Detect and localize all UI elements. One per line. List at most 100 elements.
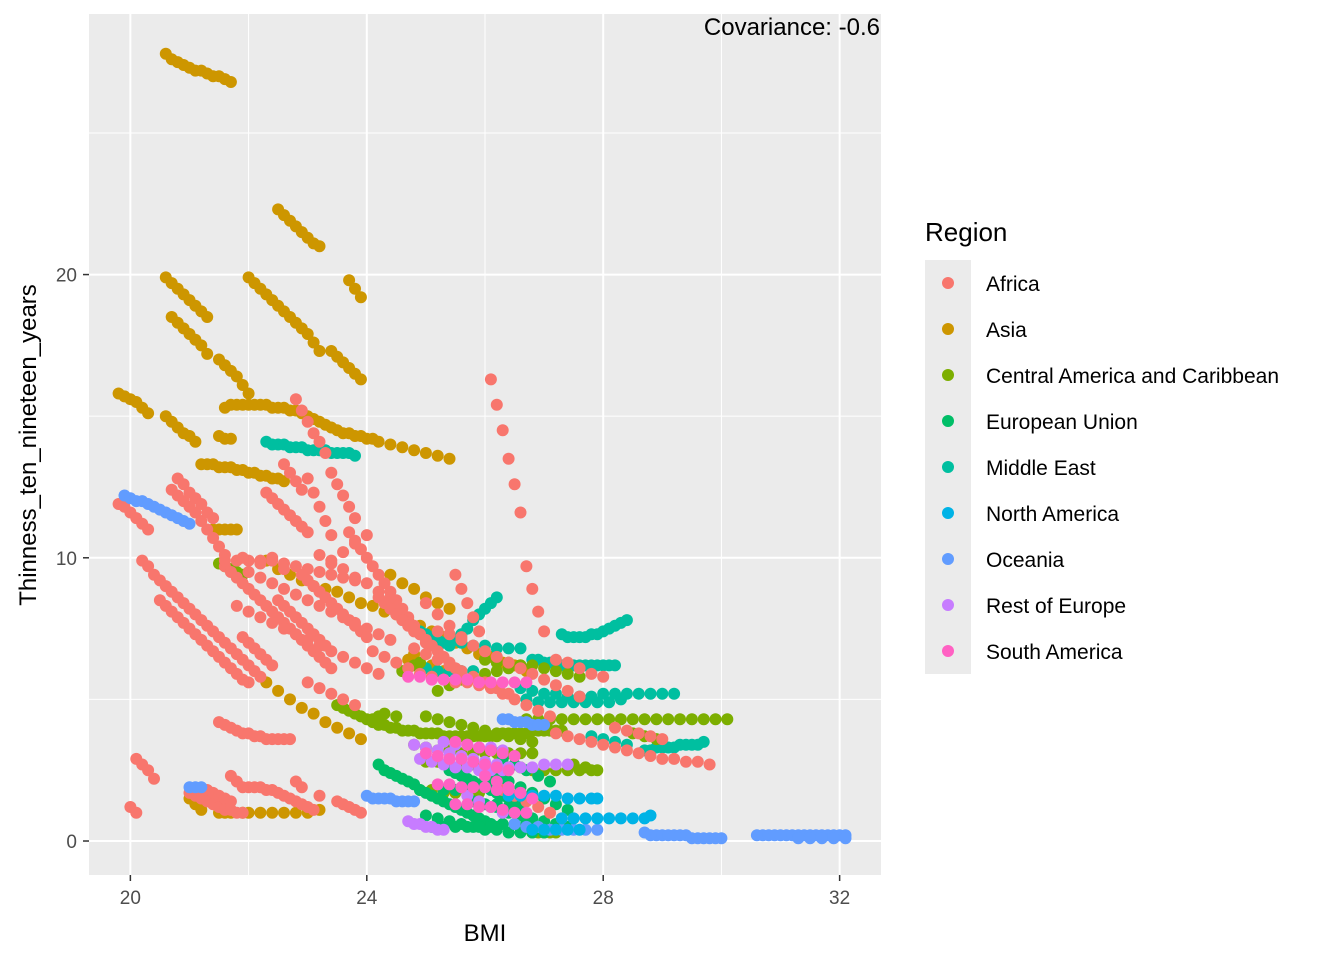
data-point [307, 707, 320, 720]
data-point [408, 582, 421, 595]
data-point [142, 407, 155, 420]
data-point [354, 373, 367, 386]
data-point [573, 670, 586, 683]
data-point [532, 605, 545, 618]
data-point [419, 597, 432, 610]
data-point [461, 622, 474, 635]
data-point [313, 566, 326, 578]
data-point [674, 713, 686, 726]
data-point [591, 823, 604, 836]
data-point [549, 798, 562, 811]
data-point [614, 713, 627, 726]
data-point [289, 588, 302, 601]
data-point [408, 444, 421, 457]
data-point [804, 832, 817, 845]
data-point [207, 512, 220, 525]
data-point [236, 379, 249, 391]
data-point [549, 823, 562, 836]
data-point [278, 563, 290, 576]
data-point [313, 682, 326, 695]
y-axis-label: Thinness_ten_nineteen_years [15, 284, 42, 606]
data-point [278, 458, 290, 471]
data-point [644, 687, 657, 700]
data-point [189, 506, 202, 519]
legend-title: Region [925, 217, 1007, 247]
data-point [549, 687, 562, 700]
data-point [461, 597, 474, 610]
data-point [142, 560, 155, 573]
legend-key-dot [942, 369, 954, 381]
data-point [620, 724, 633, 737]
data-point [544, 775, 556, 788]
data-point [366, 599, 379, 612]
data-point [544, 696, 556, 709]
data-point [549, 679, 562, 692]
data-point [526, 735, 539, 748]
data-point [538, 687, 551, 700]
data-point [307, 486, 320, 499]
data-point [561, 656, 574, 669]
data-point [402, 670, 415, 683]
data-point [502, 764, 515, 777]
data-point [520, 699, 533, 712]
data-point [703, 758, 716, 771]
data-point [561, 667, 574, 680]
data-point [313, 549, 326, 561]
data-point [201, 523, 214, 536]
data-point [496, 676, 509, 689]
data-point [289, 806, 302, 819]
data-point [514, 662, 527, 675]
data-point [455, 582, 468, 595]
data-point [319, 447, 332, 459]
y-tick-label: 10 [56, 549, 77, 570]
data-point [419, 447, 432, 459]
data-point [272, 684, 285, 697]
data-point [425, 673, 438, 686]
data-point [449, 820, 462, 833]
data-point [490, 650, 503, 663]
data-point [520, 806, 533, 819]
data-point [549, 789, 562, 802]
data-point [490, 784, 503, 796]
data-point [473, 741, 486, 754]
data-point [177, 478, 190, 491]
data-point [289, 393, 302, 406]
data-point [301, 415, 314, 428]
data-point [266, 577, 279, 590]
data-point [408, 625, 421, 638]
data-point [644, 750, 657, 762]
x-tick-label: 28 [593, 888, 614, 909]
data-point [419, 648, 432, 661]
legend-key-dot [942, 323, 954, 335]
data-point [579, 812, 592, 825]
data-point [662, 713, 675, 726]
data-point [337, 489, 350, 502]
data-point [443, 602, 456, 615]
data-point [473, 625, 486, 638]
legend-key-dot [942, 645, 954, 657]
data-point [484, 820, 497, 833]
data-point [514, 733, 527, 746]
data-point [254, 670, 267, 683]
data-point [502, 781, 515, 794]
data-point [195, 803, 208, 816]
data-point [561, 684, 574, 697]
data-point [815, 832, 828, 845]
data-point [573, 733, 586, 746]
data-point [331, 585, 344, 598]
data-point [526, 667, 539, 680]
data-point [603, 696, 616, 709]
data-point [502, 452, 515, 465]
data-point [520, 560, 533, 573]
data-point [573, 662, 586, 675]
data-point [555, 812, 568, 825]
data-point [461, 820, 474, 833]
data-point [668, 752, 681, 765]
legend-entries: Africa Asia Central America and Caribbean E… [942, 273, 1279, 664]
data-point [378, 707, 391, 720]
data-point [526, 747, 539, 760]
data-point [591, 713, 604, 726]
data-point [484, 801, 497, 813]
data-point [443, 659, 456, 672]
data-point [496, 747, 509, 760]
